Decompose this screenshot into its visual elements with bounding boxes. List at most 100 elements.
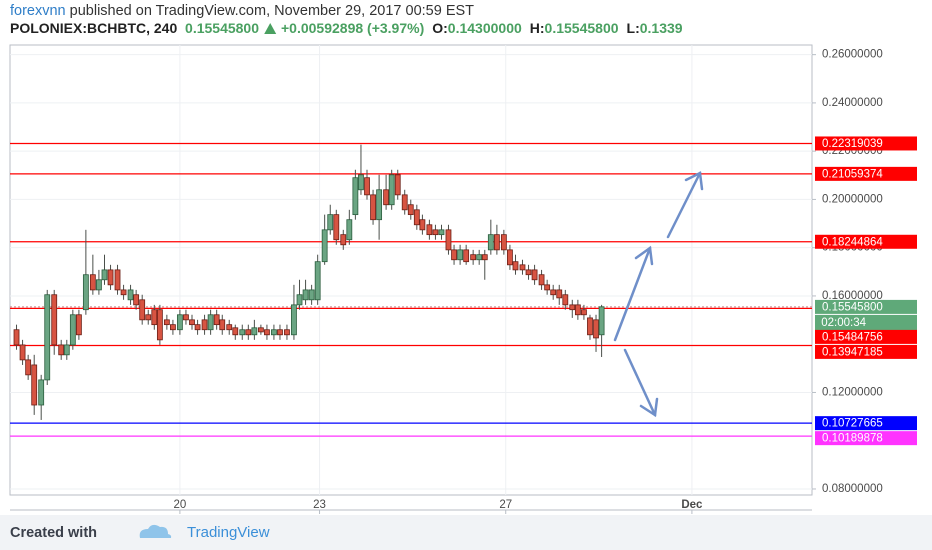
x-tick-label: Dec (681, 499, 703, 511)
candle-body (574, 304, 581, 316)
candle-body (245, 329, 252, 336)
candle-body (401, 194, 408, 211)
candle-body (346, 219, 353, 241)
candle-body (207, 314, 214, 331)
candle-body (271, 329, 277, 336)
candle-body (519, 264, 526, 271)
candle-body (219, 319, 226, 331)
candle-body (163, 319, 170, 326)
candle-body (25, 359, 32, 376)
candle-body (114, 269, 121, 291)
level-label-box (815, 416, 917, 431)
candle-body (194, 324, 201, 331)
candle-body (75, 314, 82, 336)
header-line-2: POLONIEX:BCHBTC, 240 0.15545800 +0.005928… (10, 20, 683, 36)
candle-body (481, 254, 488, 261)
author[interactable]: forexvnn (10, 3, 66, 19)
candles (13, 144, 605, 420)
candle-body (333, 214, 340, 241)
arrow (623, 348, 657, 417)
candle-body (352, 177, 359, 216)
footer-created: Created with (10, 525, 97, 541)
candle-body (538, 274, 545, 286)
candle-body (525, 269, 532, 276)
level-label-box (815, 329, 917, 344)
candle-body (419, 219, 426, 231)
last-price-label: 0.15545800 (822, 301, 883, 313)
published: published on TradingView.com, November 2… (70, 3, 475, 19)
candle-body (232, 327, 239, 336)
candle-body (426, 224, 433, 236)
header-last-price: 0.15545800 (185, 20, 259, 36)
candle-body (291, 304, 297, 336)
arrow-head (639, 397, 659, 418)
change: +0.00592898 (+3.97%) (281, 20, 424, 36)
price-axis: 0.080000000.120000000.160000000.18000000… (173, 49, 917, 514)
ohlc-value: 0.14300000 (448, 20, 522, 36)
y-tick-label: 0.24000000 (822, 97, 883, 109)
candle-body (44, 294, 51, 381)
footer-brand[interactable]: TradingView (187, 524, 270, 541)
x-tick-label: 20 (173, 499, 186, 511)
candle-body (500, 234, 507, 251)
forecast-arrows (613, 171, 704, 418)
level-label: 0.21059374 (822, 168, 883, 180)
candle-body (463, 249, 470, 263)
candle-body (321, 229, 328, 263)
countdown-label: 02:00:34 (821, 317, 866, 329)
x-tick-label: 27 (499, 499, 512, 511)
level-label-box (815, 166, 917, 181)
candle-body (51, 294, 58, 346)
candle-body (394, 174, 401, 196)
candle-body (413, 209, 420, 226)
candle-body (556, 289, 563, 299)
candle-body (432, 229, 439, 236)
ohlc-label: O: (432, 20, 448, 36)
level-label-box (815, 344, 917, 359)
candle-body (550, 289, 557, 296)
candle-body (38, 379, 45, 406)
candle-body (183, 314, 189, 321)
candle-body (370, 194, 376, 221)
levels (10, 142, 812, 437)
candle-body (451, 249, 457, 261)
candle-body (120, 289, 127, 296)
candle-body (457, 249, 464, 261)
candle-body (176, 314, 183, 331)
candle-body (156, 309, 163, 341)
candle-body (476, 254, 483, 261)
ohlc-label: H: (530, 20, 545, 36)
candle-body (133, 294, 140, 306)
candle-body (31, 364, 38, 406)
footer-bar (0, 515, 932, 550)
x-tick-label: 23 (313, 499, 326, 511)
countdown-box (815, 314, 917, 331)
ohlc-value: 0.1339 (640, 20, 683, 36)
arrow-head (634, 245, 654, 266)
candle-body (314, 261, 321, 301)
candle-body (58, 344, 65, 356)
candle-body (487, 234, 494, 251)
candle-body (96, 279, 102, 291)
candle-body (213, 314, 220, 326)
last-price-box (815, 299, 917, 314)
candle-body (512, 261, 519, 271)
level-label-box (815, 431, 917, 446)
header-line-1: forexvnn published on TradingView.com, N… (10, 3, 474, 19)
candle-body (201, 319, 208, 331)
candle-body (151, 309, 158, 326)
candle-body (296, 294, 303, 306)
candle-body (587, 317, 593, 336)
candle-body (388, 174, 395, 206)
candle-body (569, 304, 576, 311)
y-tick-label: 0.12000000 (822, 386, 883, 398)
candle-body (89, 274, 96, 291)
tradingview-logo[interactable]: TradingView (139, 524, 270, 541)
candle-body (445, 229, 452, 251)
candle-body (257, 327, 264, 333)
y-tick-label: 0.16000000 (822, 290, 883, 302)
candle-body (544, 284, 551, 291)
